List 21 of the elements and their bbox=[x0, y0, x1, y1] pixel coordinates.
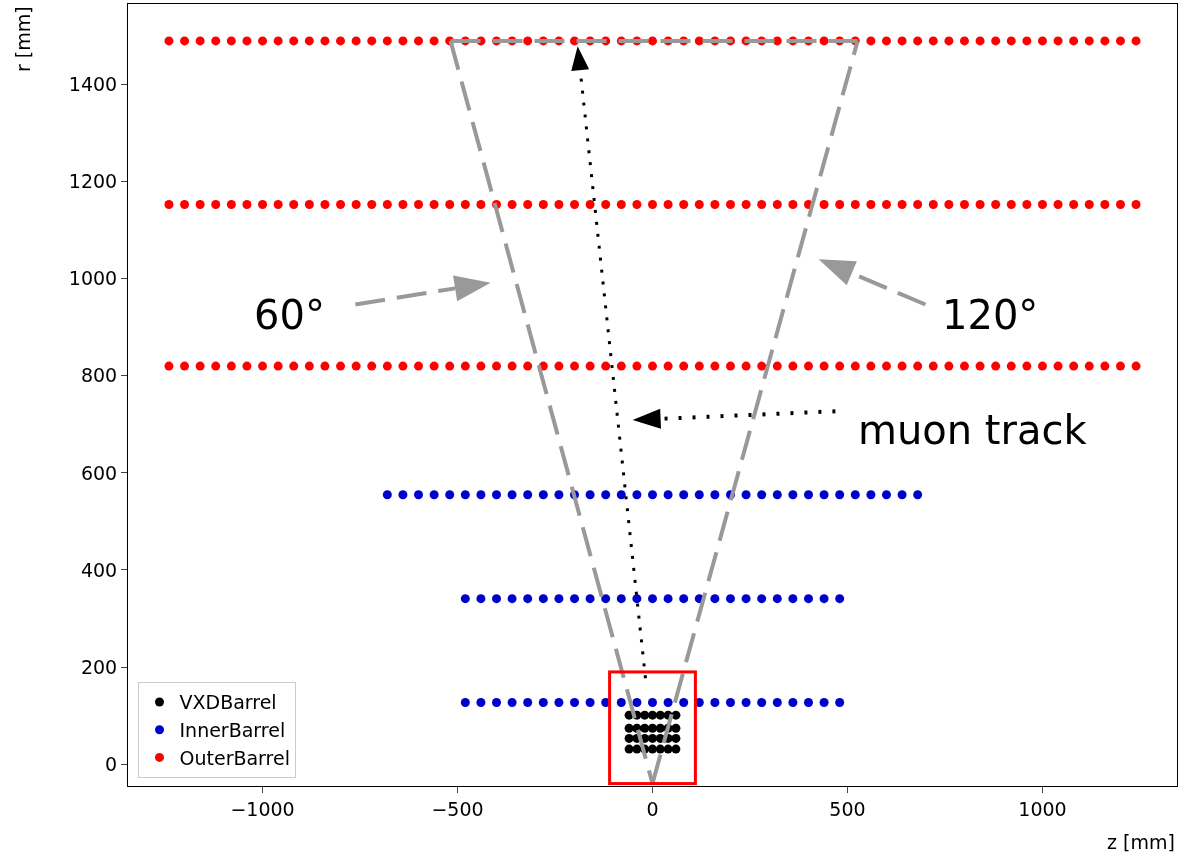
x-axis-title: z [mm] bbox=[1107, 831, 1175, 853]
annotation: muon track bbox=[858, 407, 1088, 453]
y-tick-label: 400 bbox=[80, 558, 118, 581]
y-tick-label: 200 bbox=[80, 655, 118, 678]
legend-label: VXDBarrel bbox=[179, 691, 277, 714]
legend-label: InnerBarrel bbox=[179, 719, 286, 742]
x-tick-label: 1000 bbox=[1018, 797, 1067, 820]
x-tick-label: −500 bbox=[431, 797, 484, 820]
x-tick-label: 0 bbox=[646, 797, 659, 820]
y-tick-label: 600 bbox=[80, 461, 118, 484]
legend-label: OuterBarrel bbox=[179, 746, 290, 769]
y-axis-title: r [mm] bbox=[12, 6, 35, 73]
y-tick-label: 800 bbox=[80, 364, 118, 387]
y-tick-label: 0 bbox=[105, 752, 118, 775]
x-tick-label: 500 bbox=[829, 797, 866, 820]
x-tick-label: −1000 bbox=[230, 797, 295, 820]
annotation: 120° bbox=[942, 292, 1039, 338]
y-tick-label: 1200 bbox=[68, 170, 118, 193]
annotation: 60° bbox=[254, 292, 325, 338]
y-tick-label: 1000 bbox=[68, 267, 118, 290]
y-tick-label: 1400 bbox=[68, 73, 118, 96]
